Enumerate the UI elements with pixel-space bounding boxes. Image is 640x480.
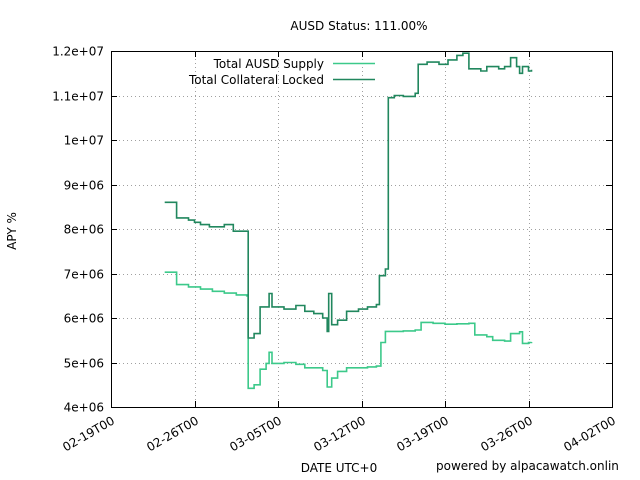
x-tick-label: 02-26T00 (144, 413, 201, 454)
y-tick-label: 9e+06 (64, 179, 104, 193)
powered-by-credit: powered by alpacawatch.onlin (436, 459, 619, 473)
x-tick-labels: 02-19T00 02-26T00 03-05T00 03-12T00 03-19T00… (60, 413, 618, 454)
x-axis-label: DATE UTC+0 (301, 461, 378, 475)
series-line-ausd-supply (164, 271, 533, 390)
y-tick-label: 6e+06 (64, 312, 104, 326)
legend-label-supply: Total AUSD Supply (213, 57, 324, 71)
y-tick-label: 1e+07 (64, 134, 104, 148)
legend-label-collateral: Total Collateral Locked (188, 73, 324, 87)
y-tick-label: 4e+06 (64, 401, 104, 415)
series-line-collateral-locked (164, 52, 533, 339)
x-tick-label: 03-12T00 (311, 413, 368, 454)
y-tick-label: 7e+06 (64, 268, 104, 282)
x-tick-label: 03-19T00 (394, 413, 451, 454)
y-tick-labels: 4e+06 5e+06 6e+06 7e+06 8e+06 9e+06 1e+07 1.1e+… (52, 45, 104, 415)
y-tick-label: 1.1e+07 (52, 90, 104, 104)
chart-title: AUSD Status: 111.00% (290, 19, 427, 33)
y-tick-label: 1.2e+07 (52, 45, 104, 59)
ticks (111, 51, 613, 408)
x-tick-label: 03-05T00 (227, 413, 284, 454)
y-tick-label: 8e+06 (64, 223, 104, 237)
plot-frame (111, 51, 613, 408)
x-tick-label: 02-19T00 (60, 413, 117, 454)
y-axis-label: APY % (5, 212, 19, 250)
x-tick-label: 03-26T00 (478, 413, 535, 454)
x-tick-label: 04-02T00 (561, 413, 618, 454)
legend: Total AUSD Supply Total Collateral Locke… (188, 57, 375, 87)
series-layer (164, 52, 533, 390)
y-tick-label: 5e+06 (64, 357, 104, 371)
grid (111, 51, 612, 407)
